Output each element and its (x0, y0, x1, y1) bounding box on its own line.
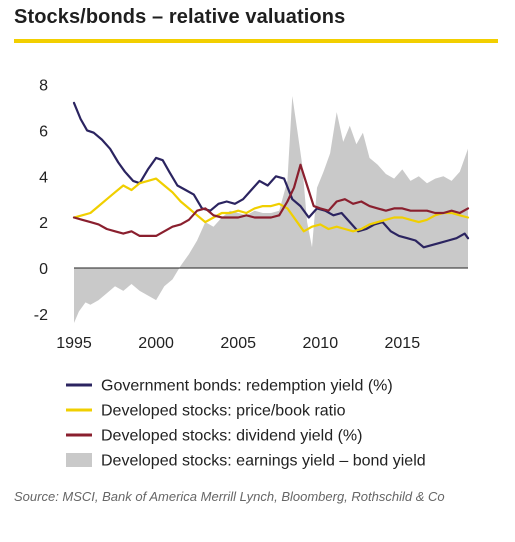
legend-label-developed-stocks-earnings-yield-bond-yield: Developed stocks: earnings yield – bond … (101, 453, 426, 470)
x-tick-label: 2010 (303, 335, 339, 352)
title-rule (14, 39, 498, 43)
y-tick-label: -2 (34, 307, 48, 324)
legend-label-developed-stocks-price-book-ratio: Developed stocks: price/book ratio (101, 403, 346, 420)
plot-layer (72, 96, 470, 323)
source-note: Source: MSCI, Bank of America Merrill Ly… (14, 489, 445, 504)
x-tick-label: 2005 (220, 335, 256, 352)
y-tick-label: 8 (39, 78, 48, 95)
x-tick-label: 1995 (56, 335, 92, 352)
y-tick-label: 4 (39, 169, 48, 186)
legend-label-developed-stocks-dividend-yield: Developed stocks: dividend yield (%) (101, 428, 362, 445)
x-tick-label: 2015 (385, 335, 421, 352)
x-tick-label: 2000 (138, 335, 174, 352)
legend: Government bonds: redemption yield (%) De… (66, 378, 426, 470)
page-title: Stocks/bonds – relative valuations (14, 6, 346, 28)
legend-swatch-developed-stocks-earnings-yield-bond-yield (66, 453, 92, 467)
axis-layer: -2 0 2 4 6 8 1995 2000 2005 2010 2015 (34, 78, 420, 352)
legend-label-government-bonds-redemption-yield: Government bonds: redemption yield (%) (101, 378, 393, 395)
y-tick-label: 6 (39, 123, 48, 140)
series-line-government-bonds-redemption-yield (72, 101, 470, 249)
series-line-developed-stocks-price-book-ratio (72, 177, 470, 233)
series-line-developed-stocks-dividend-yield (72, 163, 470, 237)
series-area-developed-stocks-earnings-yield-bond-yield (74, 96, 468, 323)
y-tick-label: 0 (39, 261, 48, 278)
y-tick-label: 2 (39, 215, 48, 232)
